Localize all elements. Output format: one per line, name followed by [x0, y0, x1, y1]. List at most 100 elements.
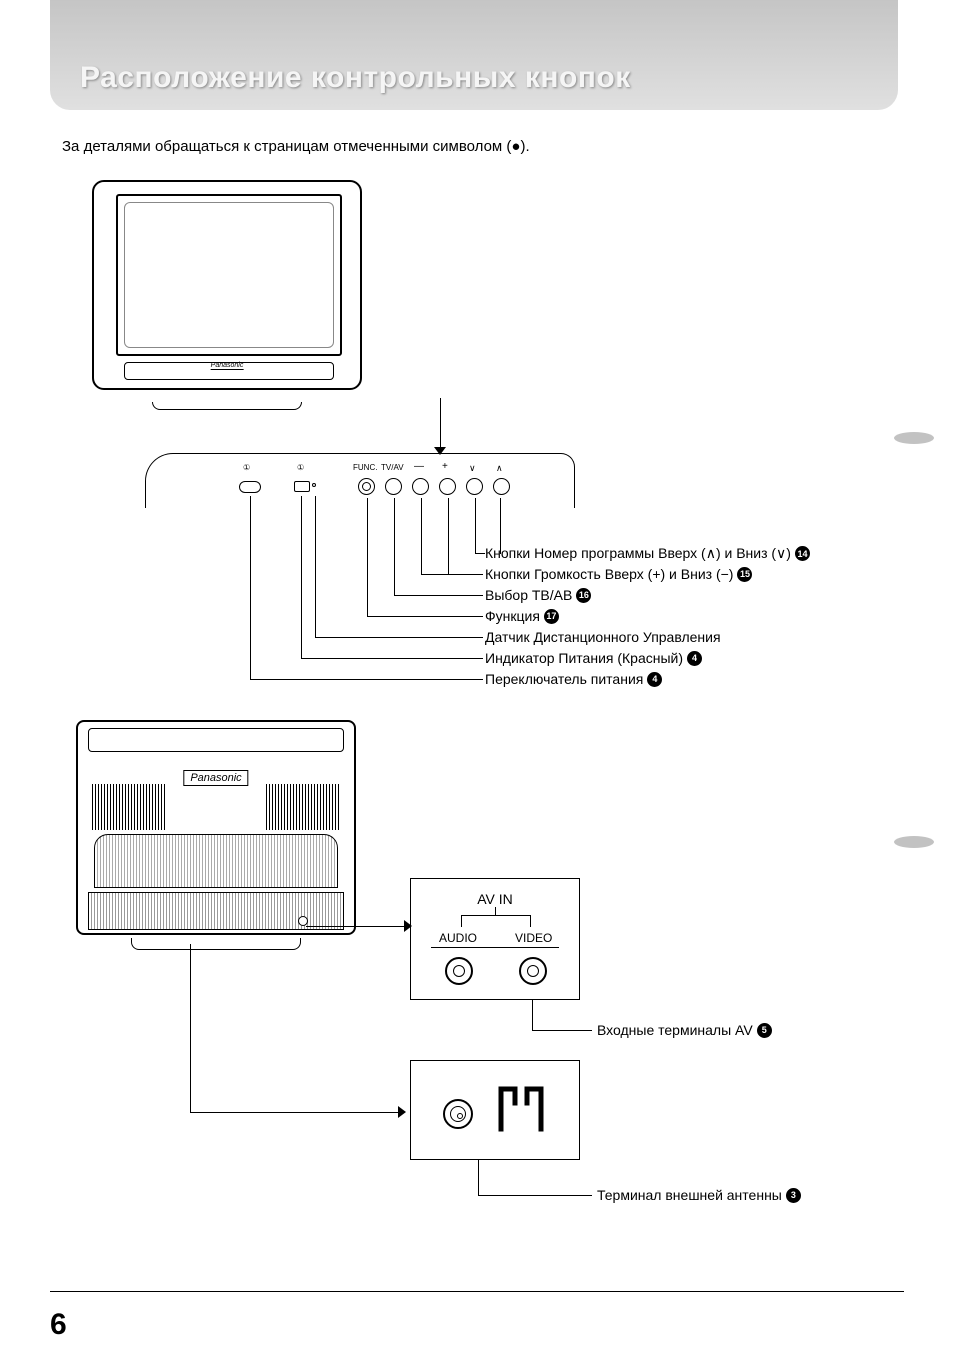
- callout-text: Переключатель питания: [485, 671, 643, 687]
- leader-line: [301, 658, 483, 659]
- callout-power-led: Индикатор Питания (Красный) 4: [485, 650, 702, 666]
- tv-back-foot: [131, 938, 301, 950]
- label-v: ∨: [469, 463, 476, 474]
- av-in-box: AV IN AUDIO VIDEO: [410, 878, 580, 1000]
- callout-text: Кнопки Номер программы Вверх (∧) и Вниз …: [485, 545, 791, 562]
- callout-text: Входные терминалы AV: [597, 1022, 753, 1038]
- leader-line: [250, 679, 483, 680]
- page-title: Расположение контрольных кнопок: [80, 61, 631, 95]
- av-line-center: [495, 907, 496, 915]
- tv-back-diagram: Panasonic: [76, 720, 356, 950]
- callout-prog-buttons: Кнопки Номер программы Вверх (∧) и Вниз …: [485, 545, 810, 562]
- leader-line: [190, 944, 191, 1112]
- antenna-connector-icon: [443, 1099, 473, 1129]
- callout-av-terminals: Входные терминалы AV 5: [597, 1022, 772, 1038]
- prog-up-button-icon: [493, 478, 510, 495]
- header-banner: Расположение контрольных кнопок: [50, 0, 898, 110]
- leader-line: [421, 574, 483, 575]
- back-top-strip: [88, 728, 344, 752]
- leader-line: [394, 595, 483, 596]
- leader-line: [478, 1195, 592, 1196]
- tv-body: Panasonic: [92, 180, 362, 390]
- leader-line: [315, 496, 316, 637]
- label-power-2: ①: [297, 463, 304, 472]
- vent-right: [266, 784, 340, 830]
- leader-line: [532, 1000, 533, 1030]
- remote-sensor-icon: [312, 483, 316, 487]
- page-number: 6: [50, 1308, 67, 1342]
- av-audio-label: AUDIO: [439, 931, 477, 945]
- rca-audio-icon: [445, 957, 473, 985]
- intro-before: За деталями обращаться к страницам отмеч…: [62, 138, 511, 155]
- tv-screen-inner: [124, 202, 334, 348]
- callout-tvav: Выбор ТВ/АВ 16: [485, 587, 591, 603]
- ref-bullet: 4: [687, 651, 702, 666]
- av-title: AV IN: [411, 891, 579, 907]
- leader-line: [532, 1030, 592, 1031]
- vent-left: [92, 784, 166, 830]
- leader-line: [475, 498, 476, 553]
- av-video-label: VIDEO: [515, 931, 552, 945]
- leader-line: [440, 398, 441, 453]
- intro-after: ).: [520, 138, 529, 155]
- callout-func: Функция 17: [485, 608, 559, 624]
- callout-text: Выбор ТВ/АВ: [485, 587, 572, 603]
- back-mid: [94, 834, 338, 888]
- vol-up-button-icon: [439, 478, 456, 495]
- ref-bullet: 3: [786, 1188, 801, 1203]
- av-line-bracket: [461, 915, 531, 927]
- leader-line: [301, 496, 302, 658]
- ref-bullet: 16: [576, 588, 591, 603]
- ref-bullet: 14: [795, 546, 810, 561]
- func-button-icon: [358, 478, 375, 495]
- label-tvav: TV/AV: [381, 463, 404, 472]
- callout-text: Функция: [485, 608, 540, 624]
- leader-line: [250, 496, 251, 679]
- av-sep: [431, 947, 559, 948]
- back-connector-icon: [298, 916, 308, 926]
- label-func: FUNC.: [353, 463, 377, 472]
- antenna-box: [410, 1060, 580, 1160]
- leader-line: [367, 498, 368, 616]
- callout-remote-sensor: Датчик Дистанционного Управления: [485, 629, 721, 645]
- arrow-right-icon: [398, 1106, 406, 1118]
- power-button-icon: [239, 481, 261, 493]
- scan-artifact: [894, 432, 934, 444]
- label-power-1: ①: [243, 463, 250, 472]
- callout-antenna-terminal: Терминал внешней антенны 3: [597, 1187, 801, 1203]
- leader-line: [448, 498, 449, 574]
- ref-bullet: 15: [737, 567, 752, 582]
- prog-down-button-icon: [466, 478, 483, 495]
- label-minus: —: [414, 461, 424, 472]
- vol-down-button-icon: [412, 478, 429, 495]
- bottom-rule: [50, 1291, 904, 1292]
- callout-text: Кнопки Громкость Вверх (+) и Вниз (−): [485, 566, 733, 582]
- leader-line: [475, 553, 485, 554]
- back-vents: [92, 784, 340, 830]
- leader-line: [190, 1112, 404, 1113]
- ref-bullet: 5: [757, 1023, 772, 1038]
- leader-line: [306, 926, 410, 927]
- tv-foot: [152, 402, 302, 410]
- tv-front-diagram: Panasonic: [92, 180, 362, 410]
- callout-vol-buttons: Кнопки Громкость Вверх (+) и Вниз (−) 15: [485, 566, 752, 582]
- tvav-button-icon: [385, 478, 402, 495]
- scan-artifact: [894, 836, 934, 848]
- tv-back-body: Panasonic: [76, 720, 356, 935]
- ref-bullet: 17: [544, 609, 559, 624]
- callout-text: Датчик Дистанционного Управления: [485, 629, 721, 645]
- intro-text: За деталями обращаться к страницам отмеч…: [62, 138, 530, 155]
- tv-base: [124, 362, 334, 380]
- callout-text: Индикатор Питания (Красный): [485, 650, 683, 666]
- rca-video-icon: [519, 957, 547, 985]
- label-a: ∧: [496, 463, 503, 474]
- tv-screen: [116, 194, 342, 356]
- leader-line: [478, 1160, 479, 1195]
- leader-line: [394, 498, 395, 595]
- callout-power-switch: Переключатель питания 4: [485, 671, 662, 687]
- leader-line: [315, 637, 483, 638]
- leader-line: [421, 498, 422, 574]
- antenna-symbol-icon: [497, 1085, 547, 1133]
- leader-line: [367, 616, 483, 617]
- ref-bullet: 4: [647, 672, 662, 687]
